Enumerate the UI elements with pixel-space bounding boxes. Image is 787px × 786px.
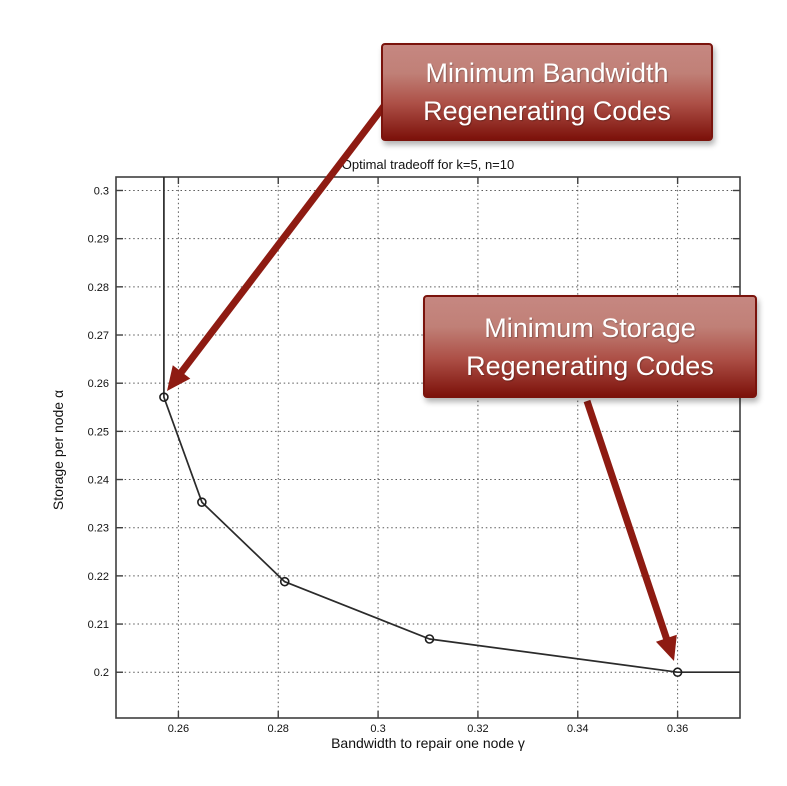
- msr-callout-arrow-head: [655, 634, 677, 661]
- y-tick-label: 0.29: [88, 234, 109, 246]
- y-tick-label: 0.27: [88, 330, 109, 342]
- x-axis-label: Bandwidth to repair one node γ: [331, 735, 525, 751]
- x-tick-label: 0.3: [370, 723, 385, 735]
- msr-callout-box: Minimum Storage Regenerating Codes: [423, 295, 757, 398]
- callout-arrows: [167, 103, 677, 661]
- x-tick-label: 0.34: [567, 723, 588, 735]
- axis-ticks: [116, 177, 740, 718]
- x-tick-label: 0.36: [667, 723, 688, 735]
- y-tick-label: 0.28: [88, 282, 109, 294]
- chart-title: Optimal tradeoff for k=5, n=10: [341, 157, 515, 172]
- data-point-marker: [279, 576, 290, 587]
- data-point-markers: [159, 392, 683, 678]
- tradeoff-curve: [163, 177, 740, 674]
- msr-callout-arrow-shaft: [583, 399, 671, 642]
- data-point-marker: [197, 497, 207, 507]
- curve-line: [163, 177, 740, 674]
- y-tick-label: 0.2: [94, 667, 109, 679]
- x-tick-label: 0.26: [168, 723, 189, 735]
- x-tick-label: 0.28: [268, 723, 289, 735]
- x-tick-label: 0.32: [467, 723, 488, 735]
- mbr-callout-box: Minimum Bandwidth Regenerating Codes: [381, 43, 713, 141]
- y-tick-label: 0.3: [94, 185, 109, 197]
- y-tick-label: 0.25: [88, 426, 109, 438]
- msr-callout-line-1: Minimum Storage: [484, 312, 696, 343]
- y-tick-label: 0.24: [88, 475, 109, 487]
- data-point-marker: [672, 667, 683, 678]
- data-point-marker: [424, 634, 435, 644]
- msr-callout-line-2: Regenerating Codes: [466, 350, 714, 381]
- plot-frame: [115, 176, 741, 719]
- mbr-callout-arrow-head: [167, 365, 191, 391]
- mbr-callout-line-2: Regenerating Codes: [423, 96, 671, 126]
- grid-lines: [116, 177, 740, 718]
- axis-tick-labels: 0.26 0.28 0.3 0.32 0.34 0.36 0.2 0.21 0.22 0.23 0.…: [88, 185, 689, 735]
- axes-frame: [115, 176, 741, 719]
- mbr-callout-line-1: Minimum Bandwidth: [425, 58, 669, 88]
- y-tick-label: 0.22: [88, 571, 109, 583]
- y-tick-label: 0.26: [88, 378, 109, 390]
- y-tick-label: 0.21: [88, 619, 109, 631]
- y-tick-label: 0.23: [88, 523, 109, 535]
- data-point-marker: [159, 392, 169, 402]
- mbr-callout-arrow-shaft: [177, 103, 387, 376]
